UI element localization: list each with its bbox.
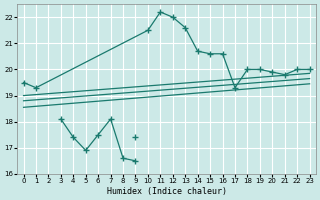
X-axis label: Humidex (Indice chaleur): Humidex (Indice chaleur)	[107, 187, 227, 196]
